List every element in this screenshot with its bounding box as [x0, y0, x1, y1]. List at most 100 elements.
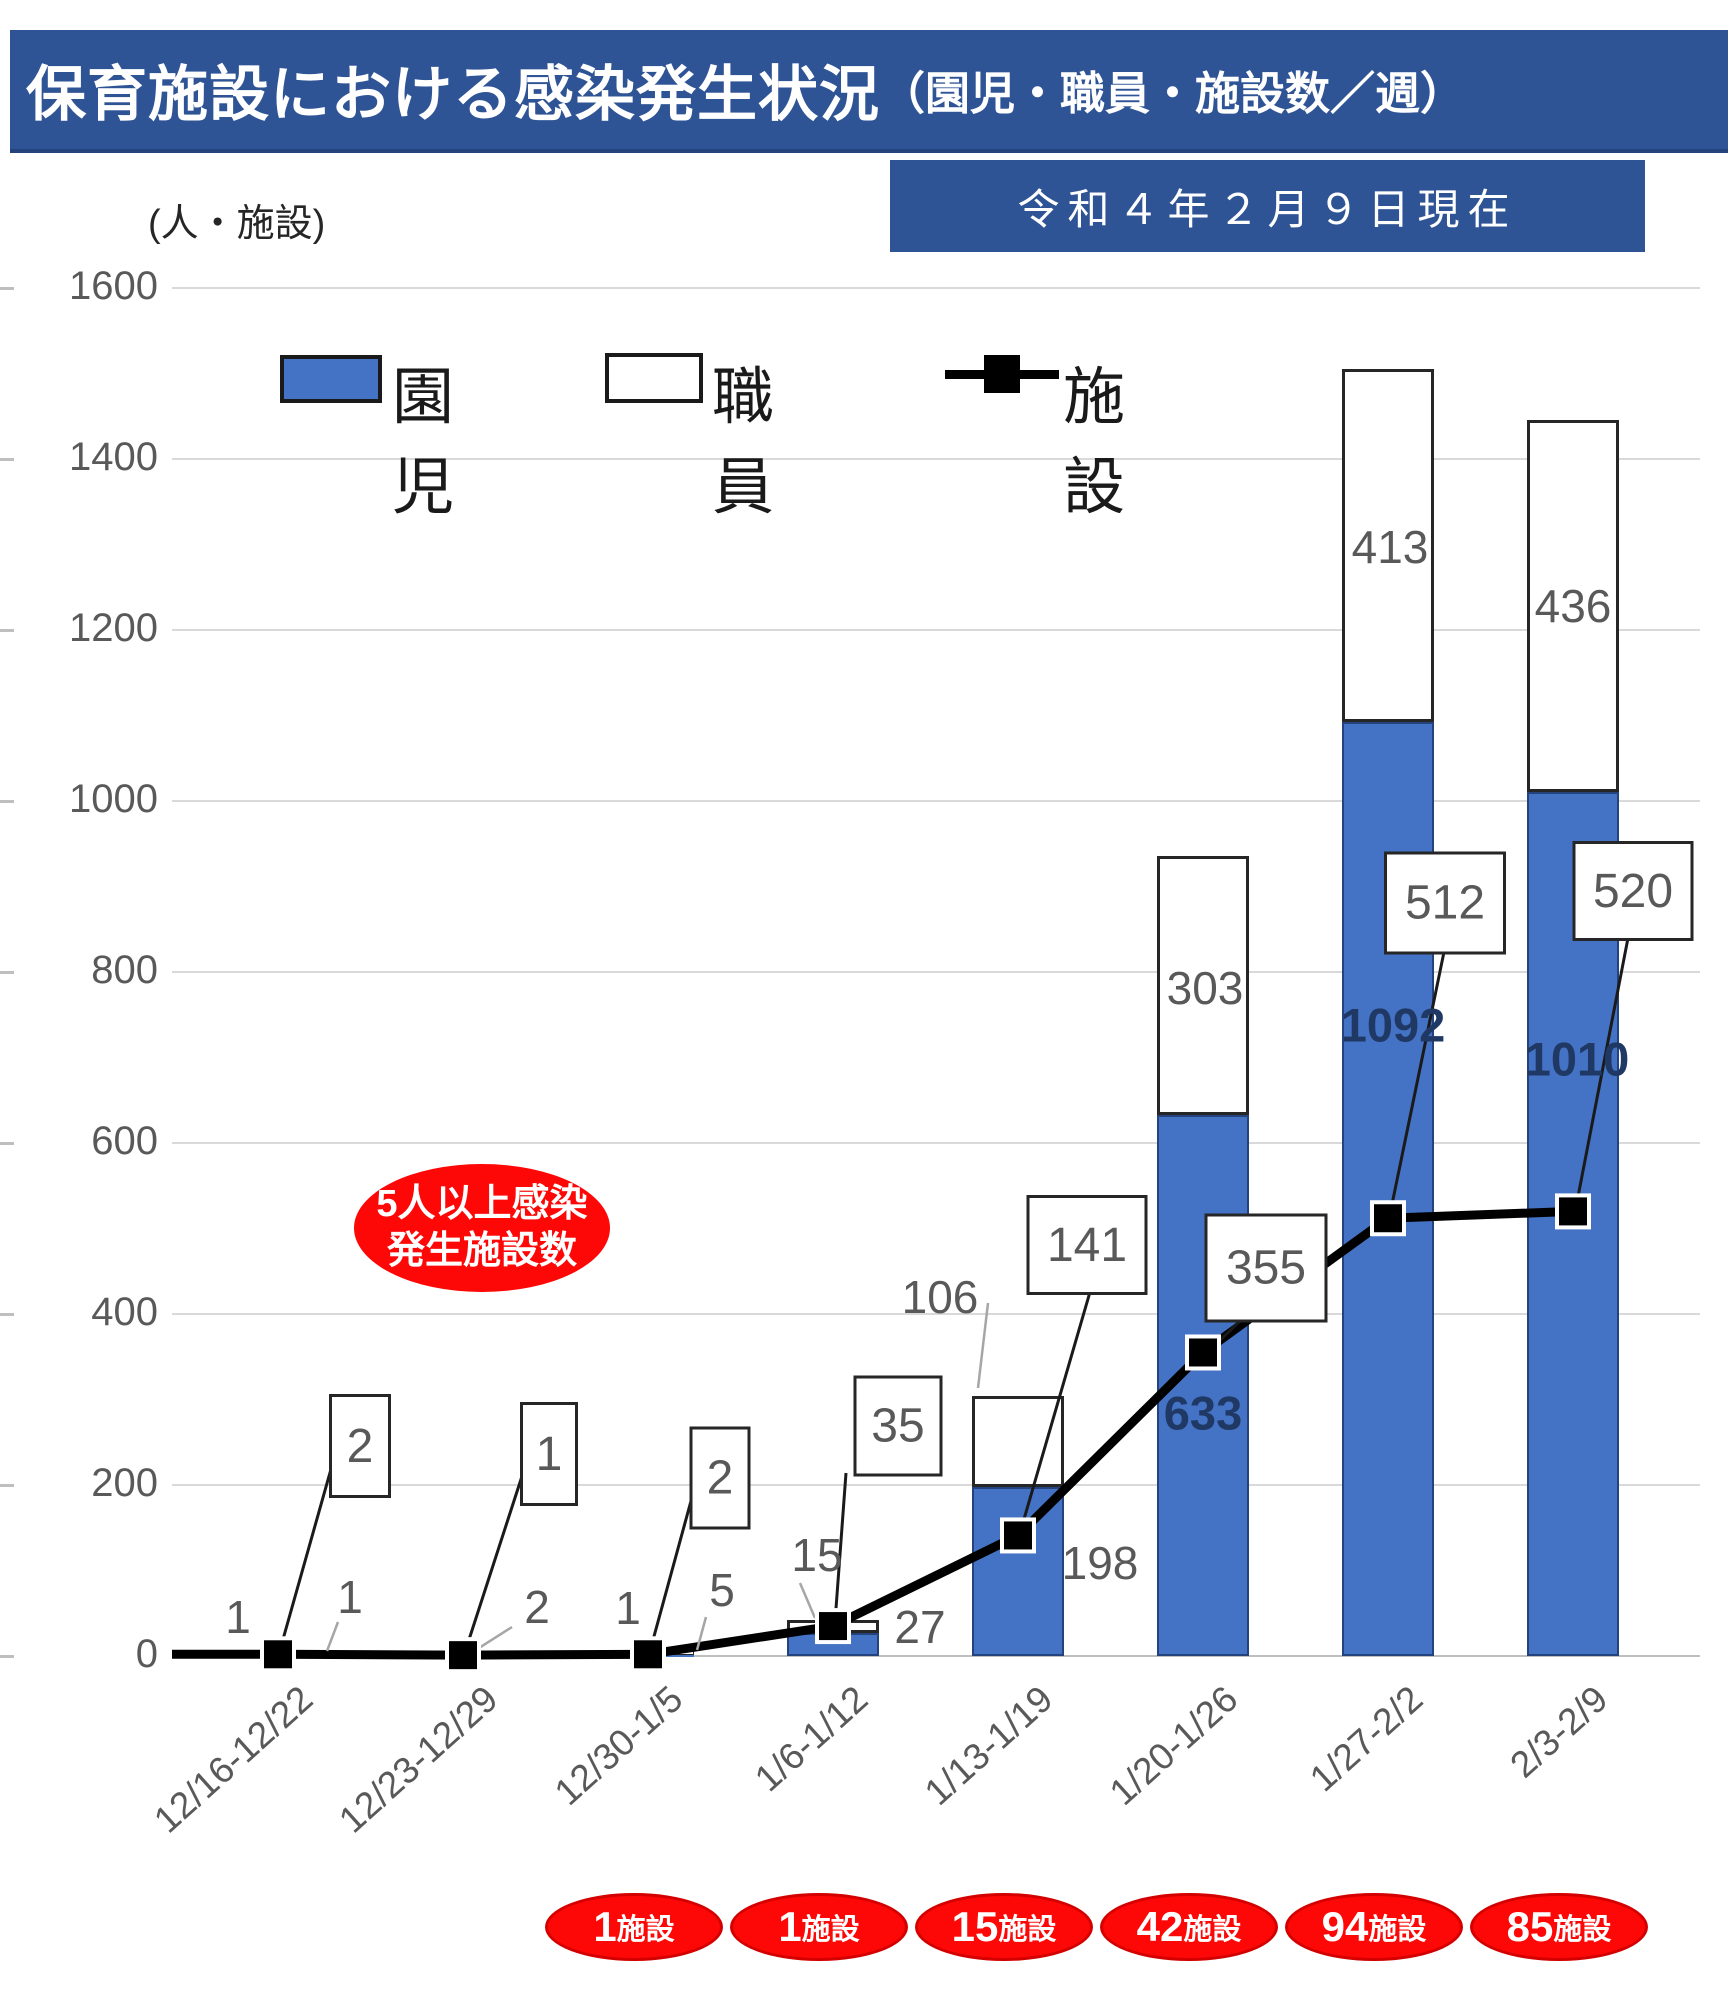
- page-title-subtitle: （園児・職員・施設数／週）: [880, 68, 1466, 119]
- label-enji-value: 1010: [1524, 1032, 1630, 1086]
- legend-label-enji: 園児: [392, 363, 457, 522]
- y-axis-tick-label: 1000: [69, 777, 158, 821]
- leader-line: [798, 1582, 817, 1619]
- y-axis-tick: [0, 971, 14, 974]
- callout-line1: 5人以上感染: [376, 1182, 588, 1225]
- label-enji-value: 1: [225, 1591, 251, 1643]
- label-shisetsu-boxed-value: 520: [1572, 841, 1694, 941]
- oval-count: 1: [593, 1903, 617, 1950]
- title-band: 保育施設における感染発生状況 （園児・職員・施設数／週）: [10, 30, 1728, 153]
- label-shisetsu-boxed-value: 35: [853, 1375, 943, 1477]
- oval-suffix: 施設: [616, 1914, 675, 1946]
- label-shisetsu-boxed-value: 355: [1204, 1213, 1328, 1323]
- gridline: [172, 287, 1700, 289]
- label-enji-value: 633: [1163, 1386, 1243, 1440]
- bar-enji: [602, 1655, 694, 1658]
- oval-count: 15: [951, 1903, 999, 1950]
- label-shisetsu-boxed-value: 141: [1026, 1195, 1148, 1295]
- oval-count: 94: [1321, 1903, 1369, 1950]
- label-enji-value: 1: [615, 1582, 641, 1634]
- label-shokuin-value: 15: [791, 1529, 843, 1581]
- oval-suffix: 施設: [998, 1914, 1057, 1946]
- label-shokuin-value: 303: [1166, 962, 1244, 1014]
- legend-swatch-shokuin: [605, 353, 703, 403]
- y-axis-tick-label: 600: [91, 1119, 158, 1163]
- legend-label-shokuin: 職員: [712, 363, 777, 522]
- leader-line: [325, 1621, 340, 1652]
- label-shisetsu-boxed-value: 2: [689, 1426, 751, 1530]
- callout-line2: 発生施設数: [386, 1230, 577, 1272]
- label-shokuin-value: 106: [901, 1271, 979, 1323]
- y-axis-tick-label: 0: [135, 1632, 158, 1676]
- y-axis-tick: [0, 287, 14, 290]
- label-shisetsu-boxed-value: 1: [520, 1402, 578, 1506]
- y-axis-tick: [0, 1655, 14, 1658]
- y-axis-tick: [0, 800, 14, 803]
- oval-suffix: 施設: [801, 1914, 860, 1946]
- leader-line: [648, 1489, 696, 1652]
- label-enji-value: 198: [1061, 1537, 1139, 1589]
- footer-oval-5plus-facilities: 85 施設: [1470, 1893, 1648, 1961]
- label-shokuin-value: 413: [1351, 521, 1429, 573]
- leader-line: [467, 1625, 513, 1657]
- leader-line: [278, 1461, 335, 1651]
- y-axis-tick-label: 1600: [69, 264, 158, 308]
- oval-count: 1: [778, 1903, 802, 1950]
- leader-line: [695, 1616, 708, 1651]
- bar-shokuin: [787, 1620, 879, 1633]
- oval-suffix: 施設: [1553, 1914, 1612, 1946]
- y-axis-tick-label: 1400: [69, 435, 158, 479]
- five-plus-infection-callout: 5人以上感染 発生施設数: [354, 1164, 610, 1292]
- gridline: [172, 1142, 1700, 1144]
- legend-swatch-enji: [280, 355, 382, 403]
- footer-oval-5plus-facilities: 1 施設: [730, 1893, 908, 1961]
- gridline: [172, 458, 1700, 460]
- bar-shokuin: [417, 1654, 509, 1657]
- y-axis-tick-label: 200: [91, 1461, 158, 1505]
- oval-suffix: 施設: [1368, 1914, 1427, 1946]
- y-axis-tick: [0, 1313, 14, 1316]
- footer-oval-5plus-facilities: 15 施設: [915, 1893, 1093, 1961]
- gridline: [172, 629, 1700, 631]
- bar-enji: [972, 1486, 1064, 1656]
- page-title: 保育施設における感染発生状況: [26, 61, 880, 128]
- y-axis-tick-label: 400: [91, 1290, 158, 1334]
- footer-oval-5plus-facilities: 94 施設: [1285, 1893, 1463, 1961]
- label-shokuin-value: 436: [1534, 580, 1612, 632]
- bar-shokuin: [232, 1654, 324, 1657]
- label-shokuin-value: 5: [709, 1564, 735, 1616]
- as-of-date-banner: 令和４年２月９日現在: [890, 160, 1645, 252]
- leader-line: [976, 1302, 990, 1389]
- oval-count: 85: [1506, 1903, 1554, 1950]
- bar-shokuin: [1157, 855, 1249, 1115]
- label-enji-value: 27: [894, 1601, 946, 1653]
- label-shisetsu-boxed-value: 2: [329, 1394, 391, 1498]
- bar-shokuin: [1342, 369, 1434, 723]
- label-shokuin-value: 2: [524, 1581, 550, 1633]
- leader-line: [463, 1469, 526, 1653]
- gridline: [172, 800, 1700, 802]
- y-axis-tick-label: 1200: [69, 606, 158, 650]
- y-axis-unit-label: (人・施設): [148, 203, 326, 245]
- gridline: [172, 1655, 1700, 1657]
- footer-oval-5plus-facilities: 1 施設: [545, 1893, 723, 1961]
- bar-shokuin: [972, 1396, 1064, 1487]
- legend-label-shisetsu: 施設: [1063, 363, 1128, 522]
- y-axis-tick: [0, 458, 14, 461]
- bar-shokuin: [1527, 419, 1619, 793]
- label-shisetsu-boxed-value: 512: [1384, 851, 1506, 955]
- gridline: [172, 1484, 1700, 1486]
- bar-shokuin: [602, 1650, 694, 1656]
- label-shokuin-value: 1: [337, 1571, 363, 1623]
- y-axis-tick: [0, 1484, 14, 1487]
- footer-oval-5plus-facilities: 42 施設: [1100, 1893, 1278, 1961]
- y-axis-tick: [0, 629, 14, 632]
- gridline: [172, 971, 1700, 973]
- y-axis-tick-label: 800: [91, 948, 158, 992]
- legend-square-marker-icon: [984, 355, 1020, 393]
- oval-count: 42: [1136, 1903, 1184, 1950]
- label-enji-value: 1092: [1340, 998, 1446, 1052]
- y-axis-tick: [0, 1142, 14, 1145]
- bar-enji: [787, 1632, 879, 1656]
